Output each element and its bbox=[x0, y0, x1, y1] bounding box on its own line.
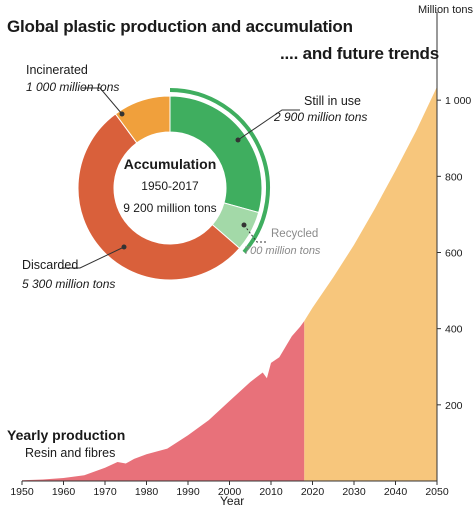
y-tick-label: 200 bbox=[445, 400, 463, 412]
recycled-leader bbox=[243, 224, 266, 243]
x-tick-label: 2050 bbox=[425, 486, 449, 498]
area-layer bbox=[22, 86, 437, 482]
y-tick-label: 1 000 bbox=[445, 95, 471, 107]
y-tick-label: 600 bbox=[445, 248, 463, 260]
in-use-value: 2 900 million tons bbox=[274, 110, 368, 124]
chart-title: Global plastic production and accumulati… bbox=[7, 17, 353, 36]
donut-slice-discarded bbox=[77, 113, 241, 281]
leader-dot bbox=[121, 244, 127, 250]
x-tick-label: 1990 bbox=[176, 486, 200, 498]
yearly-production-label: Yearly production bbox=[7, 427, 126, 443]
discarded-label: Discarded bbox=[22, 258, 79, 272]
incinerated-leader bbox=[82, 87, 123, 115]
incinerated-value: 1 000 million tons bbox=[26, 80, 120, 94]
donut-center-total: 9 200 million tons bbox=[123, 201, 217, 215]
y-axis-unit: Million tons bbox=[418, 4, 474, 16]
x-tick-label: 2030 bbox=[342, 486, 366, 498]
chart-subtitle: .... and future trends bbox=[280, 44, 440, 63]
x-tick-label: 2020 bbox=[301, 486, 325, 498]
incinerated-label: Incinerated bbox=[26, 63, 88, 77]
leader-dot bbox=[119, 111, 125, 117]
donut-center-years: 1950-2017 bbox=[141, 179, 199, 193]
discarded-value: 5 300 million tons bbox=[22, 277, 116, 291]
donut-slice-incinerated bbox=[114, 95, 171, 144]
recycled-label: Recycled bbox=[271, 228, 319, 240]
resin-fibres-label: Resin and fibres bbox=[25, 446, 116, 460]
x-tick-label: 1980 bbox=[135, 486, 159, 498]
in-use-outer-arc bbox=[169, 88, 270, 254]
y-tick-label: 400 bbox=[445, 324, 463, 336]
x-axis-label: Year bbox=[220, 494, 245, 508]
y-tick-label: 800 bbox=[445, 171, 463, 183]
in-use-leader bbox=[237, 109, 300, 141]
x-tick-label: 2010 bbox=[259, 486, 283, 498]
x-tick-label: 2000 bbox=[218, 486, 242, 498]
series-area-1 bbox=[304, 86, 437, 482]
donut-center-title: Accumulation bbox=[123, 156, 217, 172]
x-tick-label: 1950 bbox=[10, 486, 34, 498]
x-tick-label: 1970 bbox=[93, 486, 117, 498]
donut-slice-in_use bbox=[169, 95, 263, 214]
leader-dot bbox=[241, 222, 247, 228]
series-area-0 bbox=[22, 321, 305, 481]
axes-layer: 1950 1960 1970 1980 1990 2000 2010 2020 2030 2040… bbox=[10, 12, 471, 498]
leader-dot bbox=[235, 137, 241, 143]
discarded-leader bbox=[62, 246, 125, 269]
donut-chart bbox=[62, 87, 300, 281]
x-tick-label: 2040 bbox=[384, 486, 408, 498]
in-use-label: Still in use bbox=[304, 94, 361, 108]
recycled-value: 700 million tons bbox=[244, 245, 321, 257]
x-tick-label: 1960 bbox=[52, 486, 76, 498]
